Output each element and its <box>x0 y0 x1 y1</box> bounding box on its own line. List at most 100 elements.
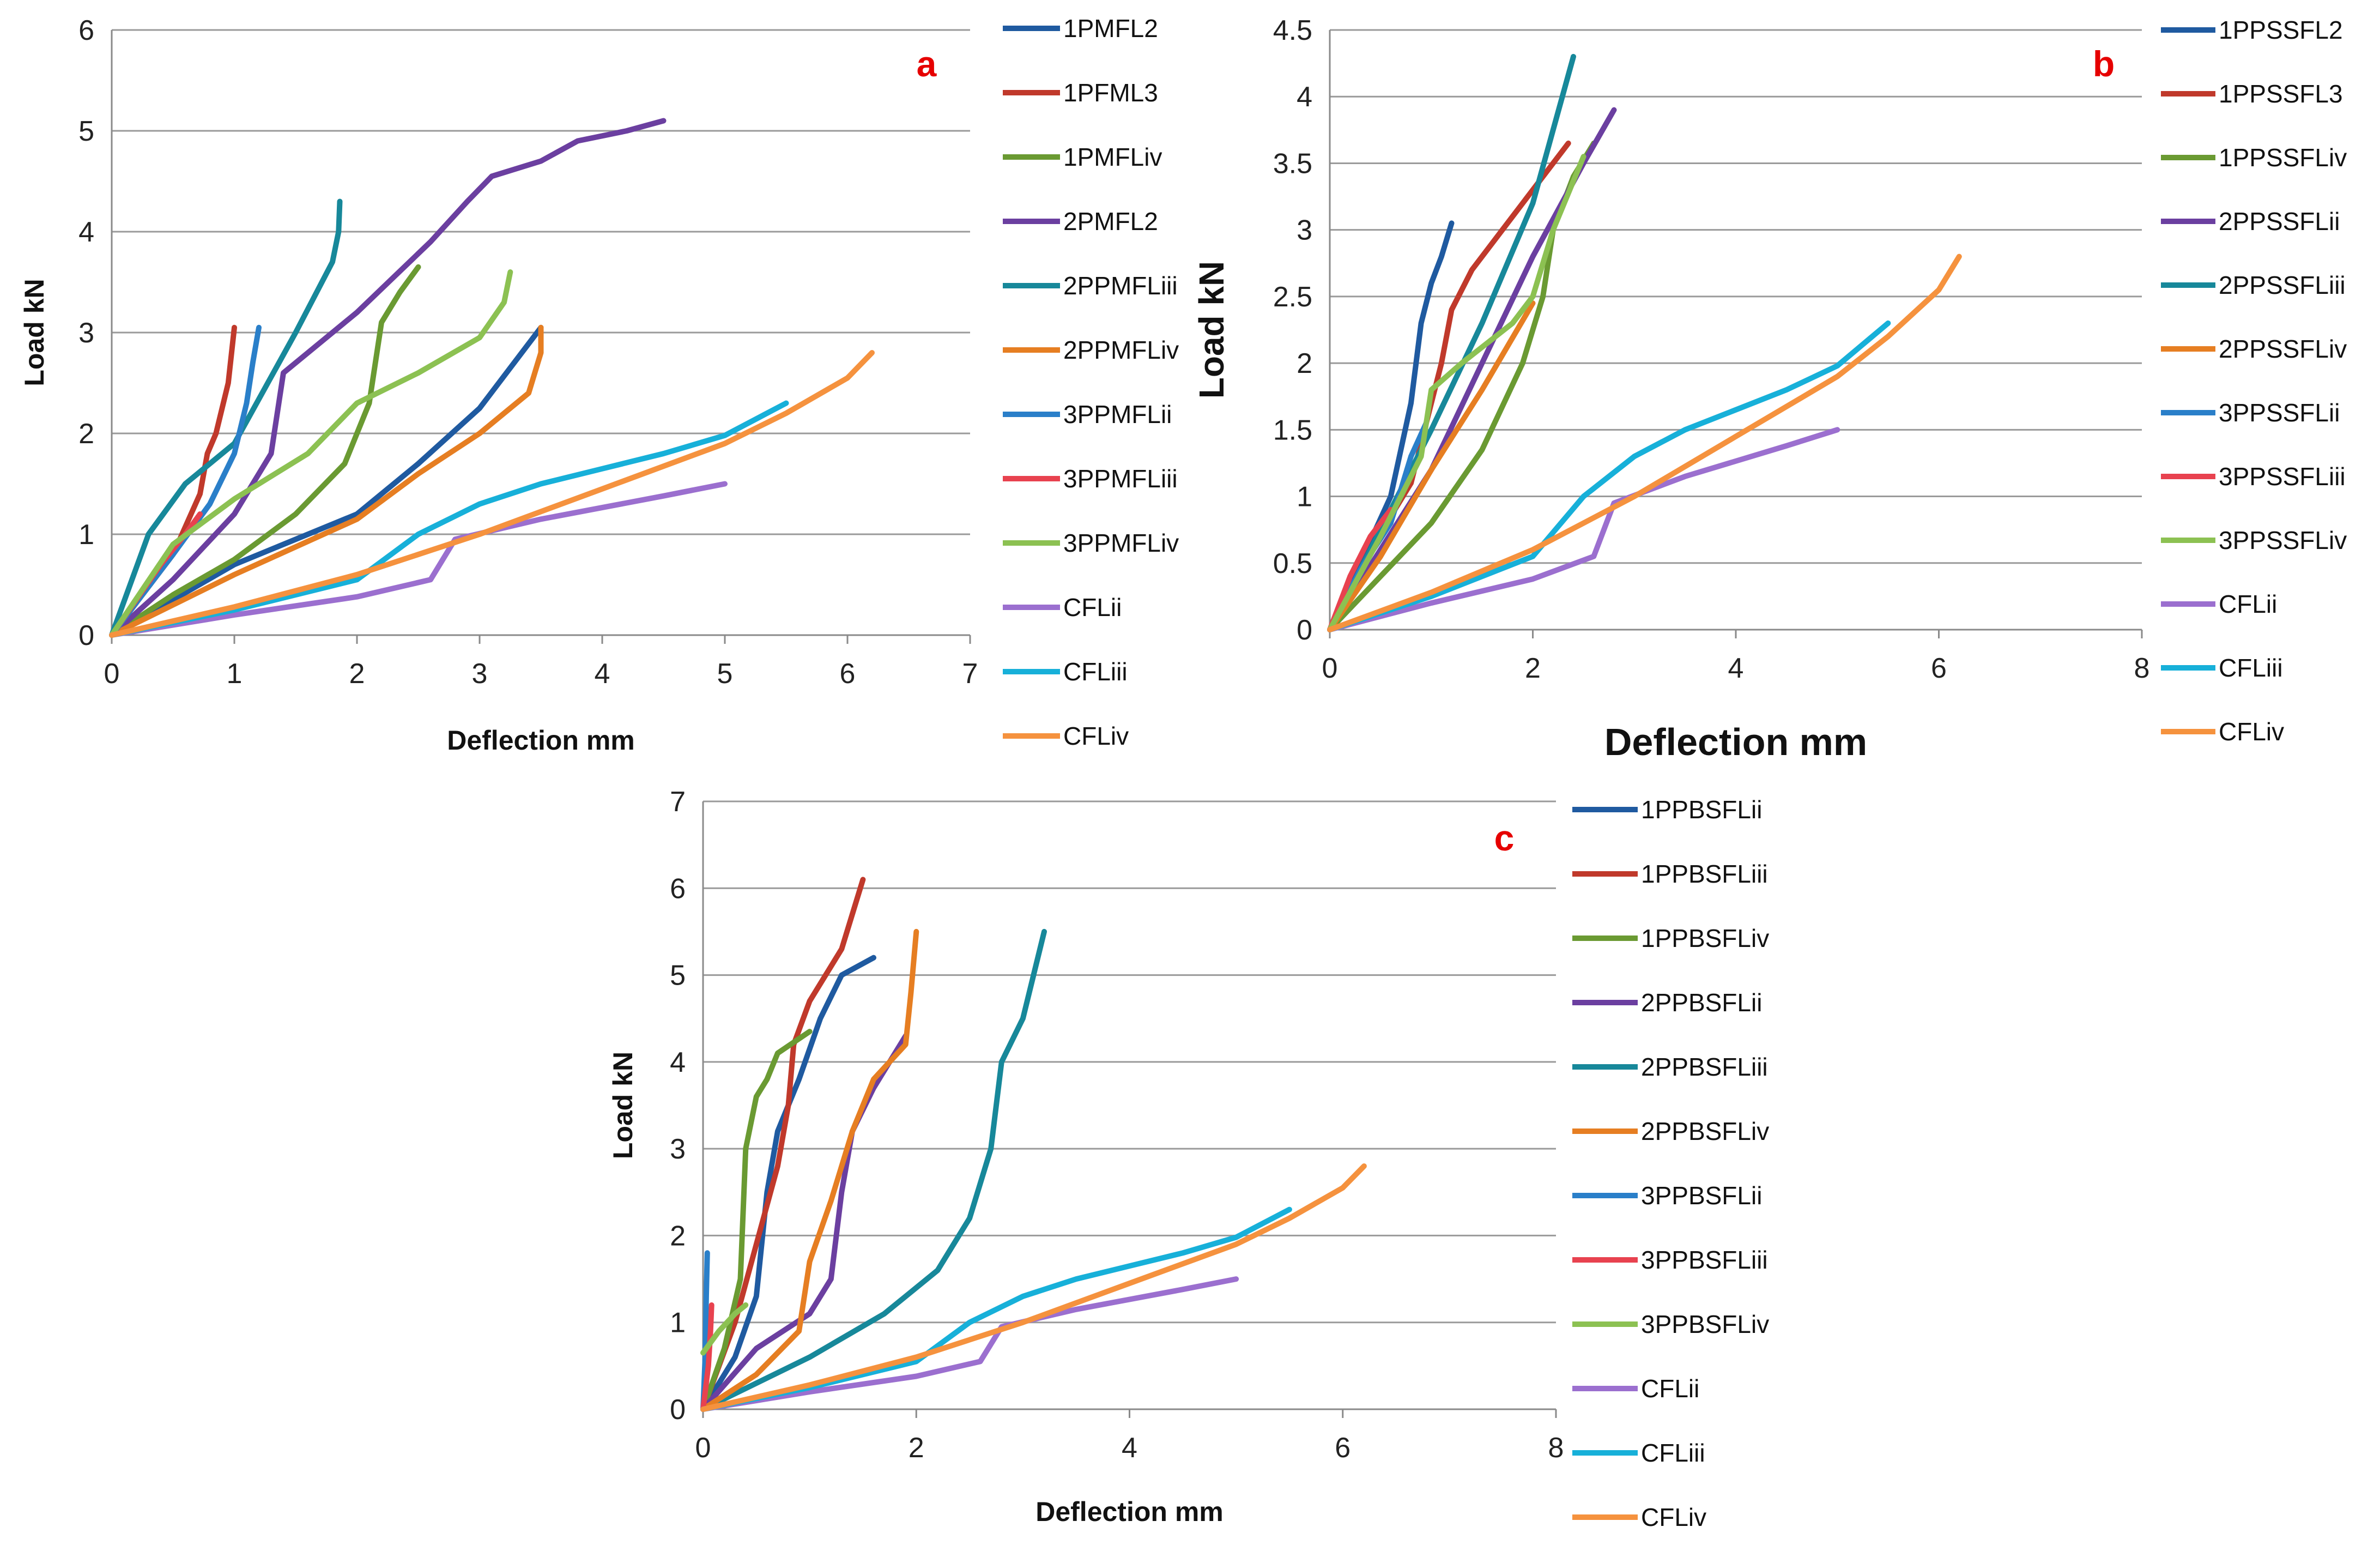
x-tick-label: 0 <box>104 658 120 690</box>
legend-label: CFLiii <box>1063 657 1128 686</box>
legend-label: 3PPSSFLiii <box>2219 462 2346 491</box>
series-line-2PPBSFLii <box>700 1033 909 1412</box>
y-tick-label: 2 <box>1297 348 1312 379</box>
legend-label: CFLii <box>2219 590 2277 618</box>
x-tick-label: 2 <box>909 1432 924 1464</box>
series-line-2PPMFLiv <box>109 324 544 638</box>
chart-panel-c: 0 1 2 3 4 5 6 7 0 2 4 6 8 Deflection mm Load kN c 1PPBSF… <box>608 786 1769 1531</box>
series-line-1PPBSFLiii <box>700 877 866 1412</box>
legend: 1PPBSFLii 1PPBSFLiii 1PPBSFLiv 2PPBSFLii 2PP… <box>1572 795 1769 1531</box>
legend-label: 2PPSSFLiii <box>2219 271 2346 299</box>
x-tick-label: 4 <box>1728 653 1744 684</box>
legend: 1PPSSFL2 1PPSSFL3 1PPSSFLiv 2PPSSFLii 2PPSSF… <box>2161 16 2347 746</box>
x-tick-label: 2 <box>349 658 365 690</box>
legend-label: 2PPSSFLii <box>2219 207 2340 236</box>
y-tick-label: 0 <box>78 620 94 651</box>
chart-panel-b: 0 0.5 1 1.5 2 2.5 3 3.5 4 4.5 0 2 4 6 8 Deflection mm Lo… <box>1192 15 2347 763</box>
x-tick-label: 8 <box>1548 1432 1564 1464</box>
legend-label: 1PMFL2 <box>1063 14 1158 43</box>
y-tick-label: 4 <box>1297 81 1312 113</box>
legend-label: 1PPBSFLii <box>1641 795 1762 824</box>
legend-label: 1PPSSFL2 <box>2219 16 2343 44</box>
y-tick-label: 5 <box>78 116 94 147</box>
x-tick-label: 4 <box>595 658 610 690</box>
legend-label: CFLiii <box>2219 654 2283 682</box>
legend-label: 3PPSSFLii <box>2219 399 2340 427</box>
legend-label: CFLiv <box>2219 717 2284 746</box>
series-line-2PPSSFLiii <box>1327 53 1576 632</box>
panel-label: c <box>1494 818 1515 858</box>
legend-label: 1PMFLiv <box>1063 143 1162 171</box>
y-axis-title: Load kN <box>1192 261 1231 399</box>
legend-label: 1PPBSFLiv <box>1641 924 1769 952</box>
series-line-1PPBSFLiv <box>700 1029 813 1412</box>
x-tick-label: 5 <box>717 658 733 690</box>
legend-label: 3PPMFLiii <box>1063 464 1178 493</box>
y-tick-label: 4 <box>78 216 94 248</box>
y-tick-label: 0.5 <box>1273 548 1312 580</box>
series-line-3PPSSFLiv <box>1327 154 1586 632</box>
y-tick-label: 3 <box>78 317 94 349</box>
series-line-CFLiii <box>109 400 789 638</box>
legend-label: 3PPBSFLiii <box>1641 1246 1768 1274</box>
x-axis-title: Deflection mm <box>447 725 635 756</box>
series-line-CFLiv <box>109 350 875 638</box>
series-line-CFLii <box>700 1276 1239 1412</box>
y-tick-label: 3 <box>670 1133 686 1165</box>
legend-label: 1PFML3 <box>1063 79 1158 107</box>
legend: 1PMFL2 1PFML3 1PMFLiv 2PMFL2 2PPMFLiii 2PPMFL… <box>1003 14 1179 750</box>
legend-label: 2PPBSFLii <box>1641 988 1762 1017</box>
legend-label: CFLiv <box>1641 1503 1706 1531</box>
x-tick-label: 0 <box>695 1432 711 1464</box>
series-line-2PMFL2 <box>109 118 667 638</box>
series-line-CFLiv <box>1327 254 1962 632</box>
series-line-CFLiii <box>1327 320 1891 632</box>
y-tick-label: 6 <box>78 15 94 46</box>
y-tick-label: 1.5 <box>1273 414 1312 446</box>
y-tick-label: 4 <box>670 1047 686 1078</box>
legend-label: 3PPMFLii <box>1063 400 1172 429</box>
series-line-1PMFL2 <box>109 324 544 638</box>
y-tick-label: 1 <box>670 1307 686 1339</box>
series-line-3PPBSFLiv <box>700 1302 749 1356</box>
legend-label: 1PPSSFLiv <box>2219 143 2347 172</box>
series-line-3PPMFLiv <box>109 269 513 638</box>
legend-label: 3PPBSFLiv <box>1641 1310 1769 1338</box>
series-line-CFLiv <box>700 1163 1367 1412</box>
x-tick-label: 7 <box>962 658 978 690</box>
panel-label: a <box>917 44 937 84</box>
series-line-CFLii <box>109 481 728 638</box>
legend-label: 3PPBSFLii <box>1641 1181 1762 1210</box>
legend-label: 1PPBSFLiii <box>1641 860 1768 888</box>
y-tick-label: 2.5 <box>1273 281 1312 313</box>
series-line-3PPMFLii <box>109 324 262 638</box>
legend-label: CFLii <box>1063 593 1122 621</box>
series-line-2PPBSFLiv <box>700 928 919 1412</box>
legend-label: 2PPMFLiii <box>1063 271 1178 300</box>
y-tick-label: 2 <box>670 1220 686 1252</box>
y-tick-label: 3.5 <box>1273 148 1312 179</box>
y-tick-label: 4.5 <box>1273 15 1312 46</box>
y-tick-label: 0 <box>1297 614 1312 646</box>
x-tick-label: 0 <box>1322 653 1338 684</box>
legend-label: CFLiii <box>1641 1439 1705 1467</box>
series-line-2PPSSFLiv <box>1327 300 1536 632</box>
y-tick-label: 5 <box>670 960 686 992</box>
legend-label: 3PPMFLiv <box>1063 529 1179 557</box>
x-axis-title: Deflection mm <box>1604 721 1867 763</box>
x-tick-label: 6 <box>1931 653 1947 684</box>
y-tick-label: 3 <box>1297 215 1312 246</box>
y-axis-title: Load kN <box>608 1052 638 1159</box>
y-tick-label: 1 <box>1297 481 1312 513</box>
x-axis-title: Deflection mm <box>1035 1496 1224 1527</box>
series-line-2PPMFLiii <box>109 198 343 638</box>
legend-label: 2PPBSFLiv <box>1641 1117 1769 1145</box>
x-tick-label: 1 <box>227 658 243 690</box>
y-tick-label: 6 <box>670 873 686 904</box>
legend-label: 1PPSSFL3 <box>2219 80 2343 108</box>
legend-label: CFLiv <box>1063 722 1129 750</box>
y-axis-title: Load kN <box>19 279 50 386</box>
chart-panel-a: 0 1 2 3 4 5 6 0 1 2 3 4 5 6 7 Deflection mm Load kN a 1PMF… <box>19 14 1179 756</box>
x-tick-label: 4 <box>1122 1432 1137 1464</box>
